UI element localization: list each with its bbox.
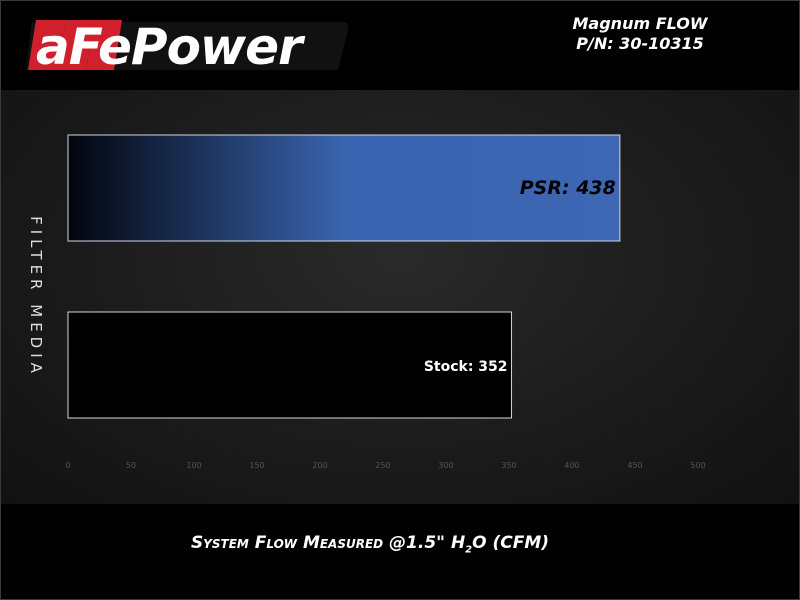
data-label-psr: PSR: 438 — [520, 177, 616, 199]
x-tick-label: 350 — [501, 461, 516, 470]
product-name: Magnum FLOW — [572, 14, 708, 33]
x-tick-label: 450 — [627, 461, 642, 470]
bar-chart: PSR: 438 Stock: 352 0 50 100 150 200 250 300 350… — [65, 134, 706, 470]
header: aFePower Magnum FLOW P/N: 30-10315 — [0, 0, 800, 90]
product-info: Magnum FLOW P/N: 30-10315 — [540, 14, 740, 54]
x-tick-label: 100 — [186, 461, 201, 470]
x-tick-label: 500 — [690, 461, 705, 470]
x-tick-label: 150 — [249, 461, 264, 470]
x-axis-label: System Flow Measured @1.5" H2O (CFM) — [190, 533, 550, 556]
x-tick-label: 200 — [312, 461, 327, 470]
x-tick-label: 250 — [375, 461, 390, 470]
x-tick-label: 50 — [126, 461, 136, 470]
x-tick-label: 400 — [564, 461, 579, 470]
data-label-stock: Stock: 352 — [424, 359, 508, 375]
afe-power-logo: aFePower — [26, 18, 349, 76]
bar-psr — [67, 134, 621, 242]
x-tick-label: 300 — [438, 461, 453, 470]
svg-text:aFePower: aFePower — [36, 18, 306, 76]
x-tick-label: 0 — [65, 461, 70, 470]
bar-stock — [67, 311, 513, 419]
part-number: P/N: 30-10315 — [576, 34, 704, 53]
